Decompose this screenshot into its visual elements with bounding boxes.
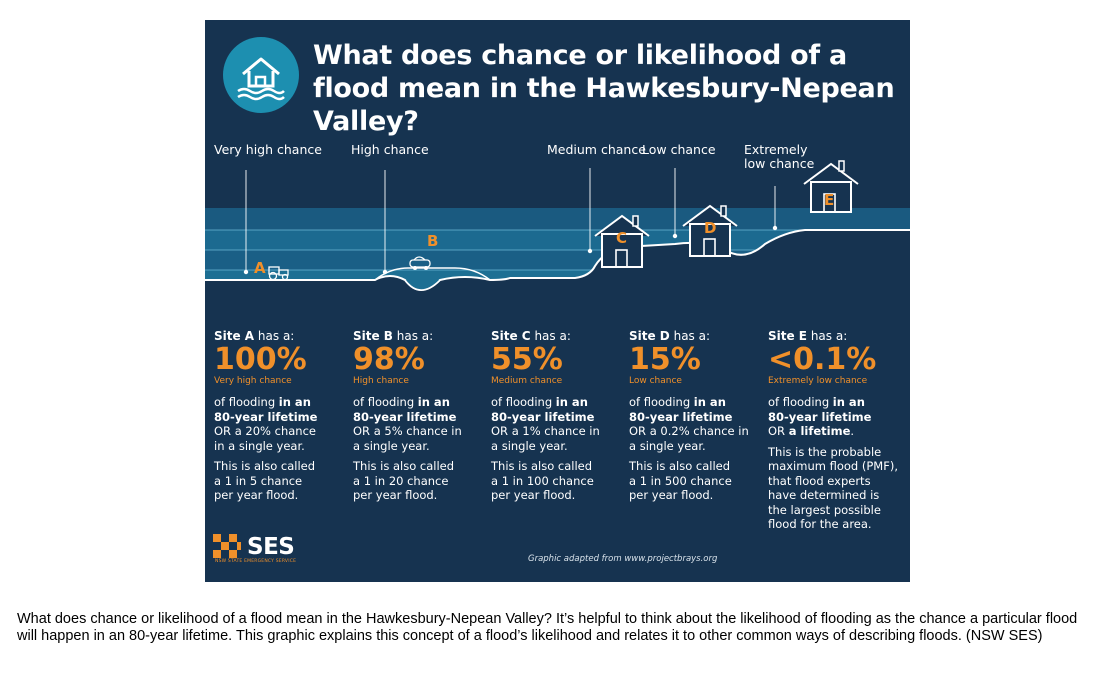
- ses-checker-icon: [213, 534, 241, 558]
- water-level-high: [205, 270, 910, 280]
- site-d-column: Site D has a: 15% Low chance of flooding…: [629, 329, 761, 503]
- site-name: Site D: [629, 329, 670, 343]
- flood-scene: A B C D E: [205, 160, 910, 325]
- label-very-high-chance: Very high chance: [214, 142, 322, 157]
- infographic-title: What does chance or likelihood of a floo…: [313, 40, 895, 137]
- site-b-column: Site B has a: 98% High chance of floodin…: [353, 329, 485, 503]
- site-has-a: has a:: [392, 329, 434, 343]
- site-description: of flooding in an 80-year lifetime OR a …: [353, 395, 462, 453]
- ground-profile: [205, 230, 910, 325]
- site-name: Site B: [353, 329, 393, 343]
- site-description: of flooding in an 80-year lifetime OR a …: [629, 395, 749, 453]
- site-chance-label: Extremely low chance: [768, 376, 868, 386]
- label-extremely-low-chance-1: Extremely: [744, 142, 808, 157]
- label-extremely-low-chance-2: low chance: [744, 156, 815, 171]
- site-note: This is also called a 1 in 5 chance per …: [214, 459, 316, 502]
- site-chance-label: Low chance: [629, 376, 682, 386]
- site-note: This is also called a 1 in 20 chance per…: [353, 459, 455, 502]
- label-low-chance: Low chance: [642, 142, 716, 157]
- tractor-icon: [268, 266, 289, 281]
- site-d-marker: D: [704, 219, 716, 237]
- water-level-extreme: [205, 208, 910, 230]
- house-d-icon: [682, 204, 738, 257]
- site-name: Site A: [214, 329, 255, 343]
- site-a-column: Site A has a: 100% Very high chance of f…: [214, 329, 346, 503]
- infographic-panel: What does chance or likelihood of a floo…: [205, 20, 910, 582]
- site-percent: <0.1%: [768, 342, 877, 377]
- figure-caption: What does chance or likelihood of a floo…: [17, 611, 1078, 644]
- site-has-a: has a:: [530, 329, 571, 343]
- site-e-column: Site E has a: <0.1% Extremely low chance…: [768, 329, 908, 532]
- site-note: This is also called a 1 in 100 chance pe…: [491, 459, 594, 502]
- ses-logo-subtitle: NSW STATE EMERGENCY SERVICE: [215, 559, 297, 564]
- site-description: of flooding in an 80-year lifetime OR a …: [491, 395, 600, 453]
- site-chance-label: High chance: [353, 376, 409, 386]
- site-b-marker: B: [427, 232, 438, 250]
- water-level-low: [205, 230, 910, 250]
- site-percent: 100%: [214, 342, 307, 377]
- site-percent: 55%: [491, 342, 563, 377]
- car-icon: [409, 256, 431, 270]
- house-e-icon: [803, 160, 859, 213]
- site-chance-label: Medium chance: [491, 376, 563, 386]
- ses-logo-text: SES: [247, 534, 295, 560]
- house-flood-icon: [223, 37, 299, 113]
- site-name: Site C: [491, 329, 531, 343]
- site-note: This is also called a 1 in 500 chance pe…: [629, 459, 732, 502]
- site-chance-label: Very high chance: [214, 376, 292, 386]
- ses-logo: SES NSW STATE EMERGENCY SERVICE: [213, 534, 296, 565]
- site-c-marker: C: [616, 229, 627, 247]
- site-percent: 98%: [353, 342, 425, 377]
- site-description: of flooding in an 80-year lifetime OR a …: [214, 395, 318, 453]
- label-medium-chance: Medium chance: [547, 142, 646, 157]
- site-a-marker: A: [254, 259, 266, 277]
- site-percent: 15%: [629, 342, 701, 377]
- site-note: This is the probable maximum flood (PMF)…: [768, 444, 898, 532]
- site-e-marker: E: [824, 191, 834, 209]
- site-has-a: has a:: [669, 329, 711, 343]
- site-description: of flooding in an 80-year lifetime OR a …: [768, 395, 872, 438]
- site-c-column: Site C has a: 55% Medium chance of flood…: [491, 329, 623, 503]
- label-high-chance: High chance: [351, 142, 429, 157]
- house-c-icon: [594, 214, 650, 268]
- site-name: Site E: [768, 329, 808, 343]
- site-has-a: has a:: [254, 329, 295, 343]
- site-has-a: has a:: [807, 329, 848, 343]
- graphic-credit: Graphic adapted from www.projectbrays.or…: [528, 554, 718, 564]
